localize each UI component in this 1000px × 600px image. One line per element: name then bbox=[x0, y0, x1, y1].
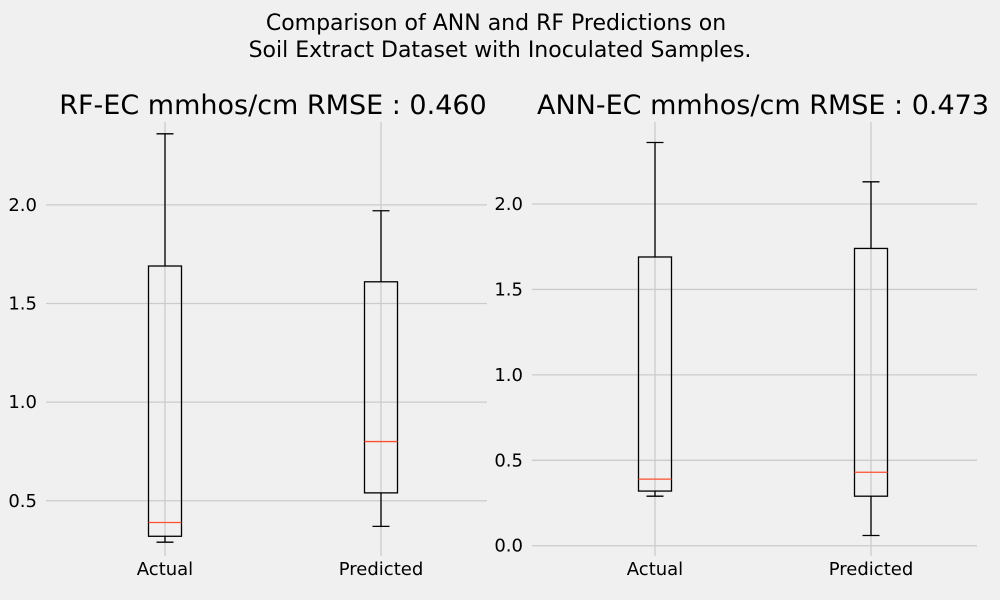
ann-ytick-label: 1.0 bbox=[494, 365, 523, 386]
ann-panel-title: ANN-EC mmhos/cm RMSE : 0.473 bbox=[537, 90, 989, 121]
rf-panel-title: RF-EC mmhos/cm RMSE : 0.460 bbox=[59, 90, 486, 121]
ann-xtick-label: Predicted bbox=[829, 559, 914, 580]
ann-actual-box bbox=[637, 256, 673, 492]
rf-boxplot-panel: RF-EC mmhos/cm RMSE : 0.460 0.5 1.0 1.5 2.0 A… bbox=[8, 90, 487, 580]
suptitle-line-2: Soil Extract Dataset with Inoculated Sam… bbox=[249, 38, 752, 63]
ann-ytick-label: 1.5 bbox=[494, 279, 523, 300]
rf-ytick-label: 1.0 bbox=[8, 392, 37, 413]
ann-ytick-label: 2.0 bbox=[494, 194, 523, 215]
rf-ytick-label: 2.0 bbox=[8, 195, 37, 216]
ann-boxplot-panel: ANN-EC mmhos/cm RMSE : 0.473 0.0 0.5 1.0 1.5… bbox=[494, 90, 989, 580]
suptitle-line-1: Comparison of ANN and RF Predictions on bbox=[266, 11, 726, 36]
ann-ytick-label: 0.0 bbox=[494, 536, 523, 557]
ann-predicted-box bbox=[853, 247, 889, 497]
rf-actual-box bbox=[147, 265, 183, 537]
rf-ytick-label: 0.5 bbox=[8, 491, 37, 512]
rf-ytick-label: 1.5 bbox=[8, 293, 37, 314]
rf-xtick-label: Predicted bbox=[339, 559, 424, 580]
rf-predicted-box bbox=[363, 281, 399, 494]
ann-xtick-label: Actual bbox=[627, 559, 683, 580]
rf-xtick-label: Actual bbox=[137, 559, 193, 580]
ann-ytick-label: 0.5 bbox=[494, 450, 523, 471]
